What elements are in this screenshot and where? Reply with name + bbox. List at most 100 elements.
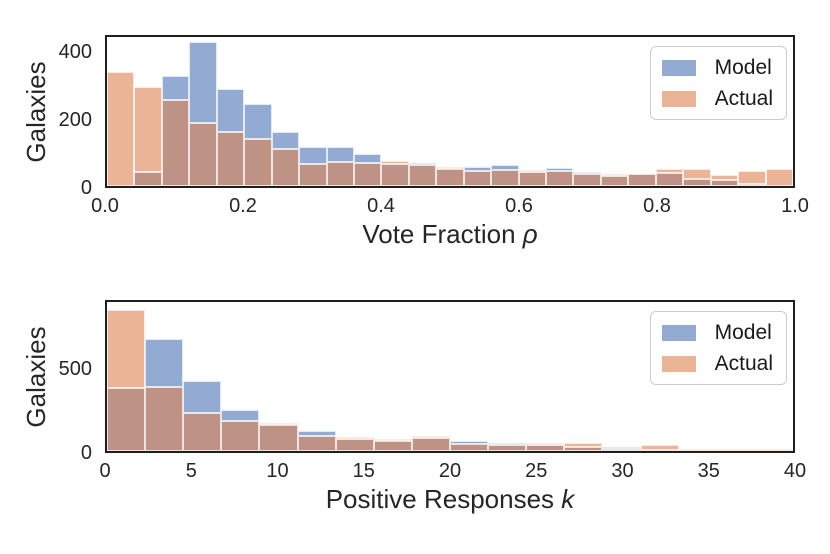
hist-bar-model (189, 41, 217, 123)
hist-bar-actual (107, 310, 146, 388)
hist-bar-overlap (271, 149, 300, 186)
hist-bar-overlap (297, 436, 336, 451)
hist-bar-actual (564, 443, 603, 447)
hist-bar-overlap (655, 172, 684, 186)
hist-bar-model (488, 443, 527, 446)
x-axis-label-symbol: ρ (522, 219, 538, 249)
x-tick-label: 0.2 (229, 195, 257, 217)
x-tick-label: 0 (99, 460, 111, 482)
x-axis-label-text: Positive Responses (325, 484, 562, 514)
hist-bar-overlap (436, 169, 464, 186)
x-tick-label: 35 (697, 460, 720, 482)
x-tick-label: 5 (185, 460, 197, 482)
hist-bar-actual (600, 174, 629, 177)
hist-bar-overlap (183, 413, 222, 451)
hist-bar-actual (738, 171, 766, 185)
hist-bar-model (297, 430, 336, 437)
hist-bar-overlap (546, 171, 574, 186)
hist-bar-model (353, 154, 382, 163)
hist-bar-model (271, 132, 300, 150)
hist-bar-overlap (221, 420, 260, 451)
hist-bar-model (183, 380, 222, 414)
hist-bar-overlap (381, 163, 409, 186)
x-tick-label: 30 (611, 460, 634, 482)
legend-label: Model (714, 56, 772, 79)
hist-bar-overlap (353, 162, 382, 186)
hist-bar-overlap (326, 161, 354, 186)
hist-bar-overlap (683, 179, 711, 186)
y-tick-label: 500 (58, 358, 92, 381)
hist-bar-overlap (244, 138, 272, 186)
hist-bar-overlap (602, 448, 641, 451)
x-axis-label: Vote Fraction ρ (362, 221, 537, 247)
vote-fraction-subplot: Model Actual Vote Fraction ρ Galaxies 0.0… (21, 35, 809, 247)
x-axis-label: Positive Responses k (326, 486, 575, 512)
y-tick-label: 0 (80, 442, 92, 464)
hist-bar-model (408, 163, 437, 166)
legend-label: Model (714, 321, 772, 344)
hist-bar-actual (683, 168, 711, 180)
hist-bar-overlap (710, 180, 739, 186)
hist-bar-actual (259, 422, 298, 425)
hist-bar-model (491, 164, 519, 170)
hist-bar-overlap (299, 164, 327, 186)
legend-label: Actual (714, 352, 773, 375)
hist-bar-model (216, 89, 245, 133)
hist-bar-actual (640, 444, 679, 451)
hist-bar-overlap (463, 171, 492, 186)
x-axis-label-text: Vote Fraction (362, 219, 523, 249)
x-tick-label: 10 (266, 460, 289, 482)
x-tick-label: 0.0 (91, 195, 119, 217)
hist-bar-overlap (145, 387, 184, 451)
hist-bar-overlap (259, 424, 298, 451)
x-tick-label: 1.0 (781, 195, 809, 217)
hist-bar-model (463, 167, 492, 172)
legend-item-actual: Actual (661, 88, 773, 109)
x-tick-label: 0.6 (505, 195, 533, 217)
hist-bar-overlap (491, 169, 519, 186)
hist-bar-actual (107, 71, 135, 186)
hist-bar-actual (754, 449, 793, 451)
hist-bar-overlap (628, 174, 656, 186)
legend-swatch-model (661, 324, 696, 341)
hist-bar-actual (716, 448, 755, 451)
hist-bar-model (449, 441, 489, 445)
hist-bar-overlap (518, 171, 547, 186)
y-tick-label: 400 (58, 40, 92, 63)
legend-swatch-actual (661, 90, 696, 107)
hist-bar-overlap (738, 184, 766, 186)
x-tick-label: 25 (525, 460, 548, 482)
hist-bar-actual (411, 435, 450, 438)
legend-item-model: Model (661, 321, 773, 344)
hist-bar-actual (655, 169, 684, 173)
hist-bar-actual (335, 437, 374, 440)
hist-bar-model (299, 146, 327, 165)
hist-bar-model (602, 446, 641, 449)
hist-bar-overlap (564, 446, 603, 451)
x-tick-label: 0.4 (367, 195, 395, 217)
hist-bar-overlap (189, 122, 217, 186)
hist-bar-model (221, 409, 260, 421)
legend: Model Actual (649, 46, 787, 120)
hist-bar-overlap (526, 445, 565, 451)
legend-swatch-actual (661, 355, 696, 372)
hist-bar-overlap (411, 437, 450, 451)
positive-responses-subplot: Model Actual Positive Responses k Galaxie… (21, 300, 806, 512)
hist-bar-actual (373, 438, 412, 441)
x-tick-label: 40 (783, 460, 807, 482)
hist-bar-overlap (134, 172, 162, 186)
x-tick-label: 0.8 (643, 195, 671, 217)
bars-layer (107, 302, 793, 451)
hist-bar-overlap (573, 174, 601, 186)
hist-bar-overlap (600, 176, 629, 186)
y-tick-label: 200 (58, 109, 92, 131)
hist-bar-actual (134, 86, 162, 173)
hist-bar-model (573, 171, 601, 175)
hist-bar-overlap (335, 439, 374, 451)
legend-item-actual: Actual (661, 352, 773, 375)
x-tick-label: 15 (352, 460, 375, 482)
hist-bar-actual (436, 167, 464, 170)
hist-bar-model (244, 103, 272, 139)
hist-bar-overlap (408, 165, 437, 186)
